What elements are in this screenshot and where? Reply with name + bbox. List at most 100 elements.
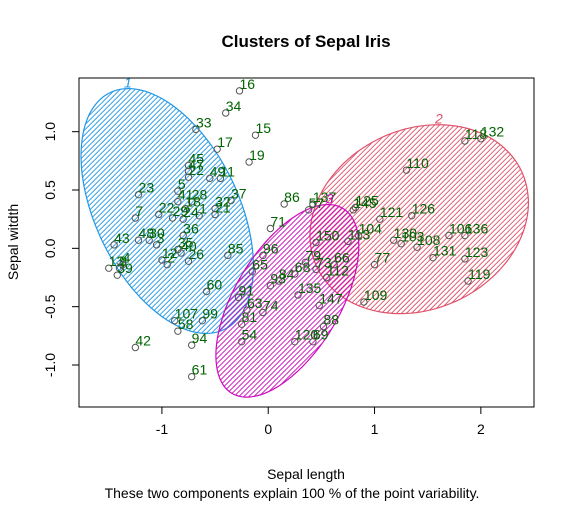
cluster-label: 3 (326, 191, 334, 207)
point-label: 73 (316, 254, 332, 270)
point-label: 113 (348, 226, 371, 242)
point-label: 11 (220, 163, 235, 179)
point-marker (389, 236, 398, 244)
point-label: 91 (238, 282, 254, 298)
point-marker (319, 322, 328, 331)
point-label: 119 (468, 266, 491, 282)
point-marker (248, 267, 256, 276)
x-tick-label: 0 (264, 421, 272, 437)
point-marker (349, 206, 357, 214)
point-marker (213, 145, 221, 153)
point-marker (168, 214, 177, 222)
point-label: 135 (298, 280, 322, 296)
point-label: 2 (167, 250, 175, 266)
point-marker (275, 277, 283, 285)
point-label: 28 (192, 187, 208, 203)
point-marker (354, 231, 363, 240)
point-label: 16 (240, 76, 256, 92)
point-marker (315, 301, 323, 310)
y-tick-label: 0.5 (42, 180, 58, 200)
point-marker (174, 197, 182, 206)
point-label: 118 (465, 126, 488, 142)
point-marker (131, 214, 140, 222)
point-label: 79 (305, 247, 321, 263)
x-tick-label: 1 (371, 421, 379, 437)
point-label: 112 (327, 263, 350, 279)
point-label: 32 (215, 194, 231, 210)
point-marker (187, 197, 196, 206)
point-label: 24 (183, 204, 199, 220)
point-label: 48 (139, 225, 155, 241)
x-tick-label: -1 (156, 421, 169, 437)
point-label: 132 (481, 124, 505, 140)
point-marker (266, 281, 275, 290)
x-tick-label: 2 (477, 421, 485, 437)
cluster-label: 2 (434, 111, 443, 127)
point-label: 74 (263, 298, 279, 314)
point-marker (158, 256, 166, 264)
point-label: 77 (375, 250, 391, 266)
point-marker (170, 316, 179, 325)
point-marker (181, 204, 190, 213)
point-label: 145 (353, 195, 377, 211)
point-marker (179, 215, 187, 223)
point-marker (413, 243, 421, 251)
point-marker (192, 125, 200, 134)
point-marker (163, 260, 171, 269)
point-marker (280, 200, 288, 208)
point-label: 41 (178, 187, 194, 203)
point-marker (351, 203, 360, 212)
point-label: 125 (355, 193, 379, 209)
point-label: 107 (175, 306, 199, 322)
x-axis: -1 0 1 2 (156, 407, 485, 437)
point-label: 150 (316, 228, 340, 244)
point-marker (429, 253, 437, 262)
point-label: 30 (149, 225, 165, 241)
point-marker (312, 265, 320, 274)
point-marker (312, 238, 320, 247)
point-label: 66 (334, 250, 350, 266)
point-marker (224, 251, 232, 260)
point-marker (266, 224, 275, 233)
point-marker (118, 260, 127, 269)
point-label: 21 (215, 200, 231, 216)
point-marker (370, 260, 379, 269)
y-tick-label: -0.5 (42, 294, 58, 318)
point-label: 5 (178, 176, 186, 192)
point-marker (304, 206, 313, 214)
point-marker (237, 320, 246, 328)
chart-title: Clusters of Sepal Iris (221, 32, 390, 51)
plot-frame (78, 77, 535, 408)
point-label: 121 (380, 204, 404, 220)
point-label: 15 (255, 120, 271, 136)
point-label: 130 (394, 225, 418, 241)
point-marker (187, 341, 196, 349)
point-marker (105, 264, 113, 272)
point-label: 3 (157, 230, 165, 246)
point-marker (195, 211, 203, 220)
point-marker (322, 273, 331, 282)
point-label: 60 (207, 277, 223, 293)
point-marker (216, 174, 225, 183)
point-label: 69 (313, 327, 329, 343)
point-marker (184, 173, 193, 181)
point-marker (184, 161, 193, 170)
point-marker (235, 87, 244, 95)
point-label: 19 (249, 147, 265, 163)
point-label: 40 (181, 238, 197, 254)
point-marker (179, 231, 187, 240)
point-label: 22 (188, 162, 204, 178)
point-marker (110, 241, 118, 249)
point-marker (222, 109, 230, 117)
point-label: 84 (279, 266, 295, 282)
point-label: 43 (114, 230, 130, 246)
point-marker (402, 166, 411, 174)
point-label: 33 (196, 114, 212, 130)
point-marker (477, 134, 485, 143)
point-label: 104 (359, 221, 383, 237)
point-marker (211, 210, 219, 219)
point-label: 96 (263, 240, 279, 256)
point-label: 110 (406, 155, 429, 171)
